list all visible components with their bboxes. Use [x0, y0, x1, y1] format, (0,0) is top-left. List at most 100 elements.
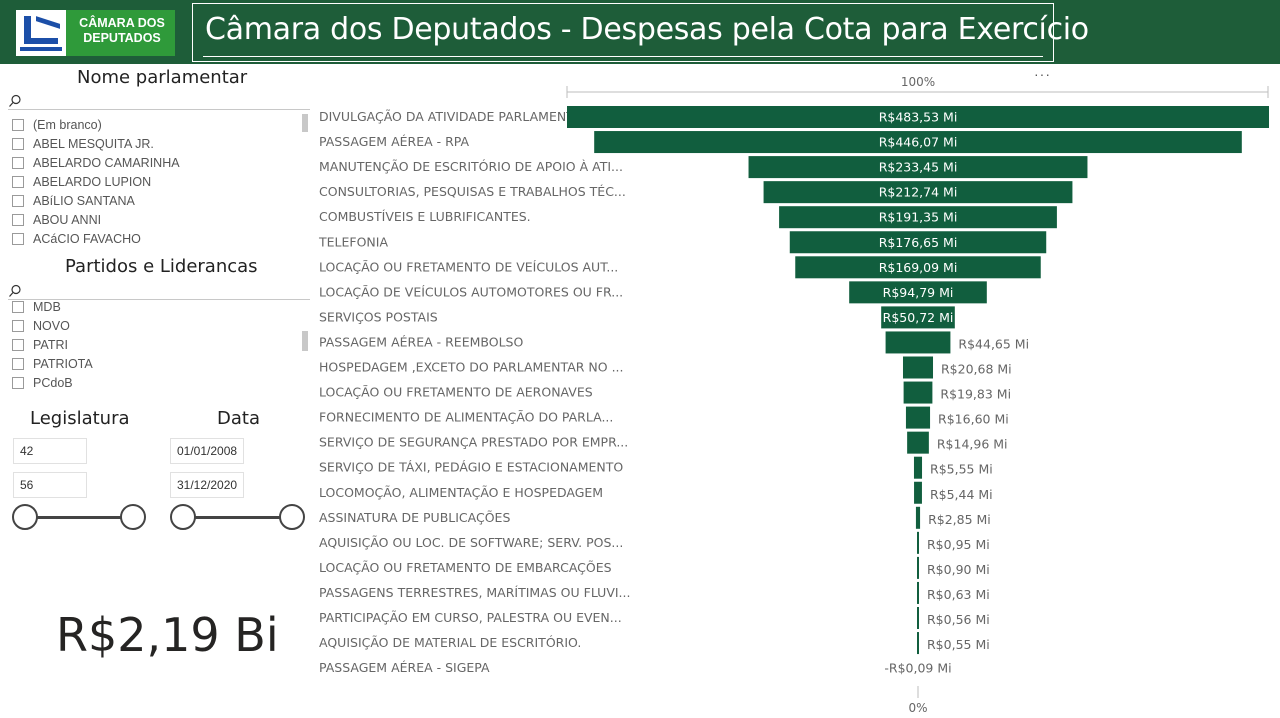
checkbox[interactable]	[12, 137, 24, 150]
checkbox[interactable]	[12, 194, 24, 207]
funnel-value-label: R$483,53 Mi	[879, 110, 958, 125]
checkbox[interactable]	[12, 175, 24, 188]
funnel-bar[interactable]	[913, 456, 923, 479]
funnel-bar[interactable]	[779, 206, 1057, 229]
funnel-bar[interactable]	[917, 531, 919, 554]
checkbox[interactable]	[12, 232, 24, 245]
slicer-parlamentar-item[interactable]: ABOU ANNI	[12, 210, 302, 229]
checkbox[interactable]	[12, 338, 24, 351]
funnel-bar[interactable]	[885, 331, 951, 354]
funnel-category-label: LOCAÇÃO OU FRETAMENTO DE EMBARCAÇÕES	[319, 560, 612, 575]
funnel-bar[interactable]	[917, 556, 919, 579]
logo-line2: DEPUTADOS	[83, 31, 161, 45]
slicer-parlamentar-item[interactable]: ABEL MESQUITA JR.	[12, 134, 302, 153]
slicer-parlamentar-scrollbar[interactable]	[302, 114, 308, 132]
slicer-partidos-item[interactable]: PATRIOTA	[12, 354, 302, 373]
slicer-parlamentar-search[interactable]	[8, 94, 310, 110]
slicer-partidos-item[interactable]: PATRI	[12, 335, 302, 354]
slicer-partidos-list: MDB NOVO PATRI PATRIOTA PCdoB	[12, 298, 302, 392]
funnel-value-label: R$0,63 Mi	[927, 587, 990, 602]
funnel-bar[interactable]	[849, 281, 987, 304]
data-end-handle[interactable]	[279, 504, 305, 530]
funnel-value-label: R$19,83 Mi	[940, 387, 1011, 402]
funnel-value-label: R$0,56 Mi	[927, 612, 990, 627]
funnel-value-label: R$446,07 Mi	[879, 135, 958, 150]
funnel-value-label: R$191,35 Mi	[879, 210, 958, 225]
funnel-category-label: LOCOMOÇÃO, ALIMENTAÇÃO E HOSPEDAGEM	[319, 485, 603, 500]
funnel-value-label: R$169,09 Mi	[879, 260, 958, 275]
legislatura-min-handle[interactable]	[12, 504, 38, 530]
legislatura-max-handle[interactable]	[120, 504, 146, 530]
checkbox[interactable]	[12, 156, 24, 169]
checkbox[interactable]	[12, 118, 24, 131]
funnel-value-label: R$20,68 Mi	[941, 362, 1012, 377]
funnel-value-label: R$50,72 Mi	[883, 310, 954, 325]
funnel-category-label: PASSAGEM AÉREA - RPA	[319, 134, 470, 149]
search-icon[interactable]	[8, 284, 22, 298]
funnel-category-label: AQUISIÇÃO DE MATERIAL DE ESCRITÓRIO.	[319, 635, 581, 650]
funnel-bar[interactable]	[902, 356, 934, 379]
funnel-bar[interactable]	[907, 431, 929, 454]
funnel-category-label: LOCAÇÃO OU FRETAMENTO DE AERONAVES	[319, 385, 593, 400]
legislatura-min-input[interactable]: 42	[13, 438, 87, 464]
more-options-icon[interactable]: ···	[1034, 66, 1051, 82]
funnel-bar[interactable]	[789, 231, 1047, 254]
slicer-partidos-item[interactable]: PCdoB	[12, 373, 302, 392]
funnel-category-label: ASSINATURA DE PUBLICAÇÕES	[319, 510, 510, 525]
slicer-partidos-scrollbar[interactable]	[302, 331, 308, 351]
data-end-input[interactable]: 31/12/2020	[170, 472, 244, 498]
funnel-bar[interactable]	[915, 506, 921, 529]
funnel-category-label: SERVIÇO DE SEGURANÇA PRESTADO POR EMPR..…	[319, 435, 628, 450]
slicer-parlamentar-item[interactable]: ACáCIO FAVACHO	[12, 229, 302, 248]
camara-logo-mark	[16, 10, 66, 56]
slicer-parlamentar-item[interactable]: ABELARDO CAMARINHA	[12, 153, 302, 172]
funnel-value-label: R$176,65 Mi	[879, 235, 958, 250]
page-scrollbar[interactable]	[1274, 64, 1280, 718]
slicer-parlamentar-title: Nome parlamentar	[77, 67, 248, 88]
funnel-bar[interactable]	[795, 256, 1041, 279]
funnel-category-label: HOSPEDAGEM ,EXCETO DO PARLAMENTAR NO ...	[319, 360, 624, 375]
funnel-bar[interactable]	[905, 406, 931, 429]
legislatura-range-track[interactable]	[26, 516, 132, 519]
data-start-handle[interactable]	[170, 504, 196, 530]
slicer-parlamentar-list: (Em branco) ABEL MESQUITA JR. ABELARDO C…	[12, 115, 302, 248]
title-underline	[203, 56, 1043, 57]
search-icon[interactable]	[8, 94, 22, 108]
data-title: Data	[217, 408, 260, 429]
slicer-partidos-item[interactable]: MDB	[12, 298, 302, 316]
camara-logo: CÂMARA DOS DEPUTADOS	[16, 10, 175, 56]
legislatura-max-input[interactable]: 56	[13, 472, 87, 498]
funnel-bar[interactable]	[917, 607, 919, 629]
data-range-track[interactable]	[184, 516, 292, 519]
total-kpi-card: R$2,19 Bi	[56, 608, 279, 662]
data-start-input[interactable]: 01/01/2008	[170, 438, 244, 464]
slicer-parlamentar-item[interactable]: (Em branco)	[12, 115, 302, 134]
checkbox[interactable]	[12, 300, 24, 313]
funnel-bar[interactable]	[567, 106, 1269, 128]
funnel-bar[interactable]	[917, 632, 919, 655]
slicer-parlamentar-item[interactable]: ABELARDO LUPION	[12, 172, 302, 191]
funnel-bar[interactable]	[914, 481, 922, 504]
slicer-partidos-search[interactable]	[8, 284, 310, 300]
funnel-value-label: -R$0,09 Mi	[884, 661, 951, 676]
page-title: Câmara dos Deputados - Despesas pela Cot…	[205, 12, 1089, 47]
funnel-bar[interactable]	[763, 181, 1073, 204]
funnel-category-label: PASSAGEM AÉREA - SIGEPA	[319, 660, 490, 675]
funnel-bar[interactable]	[917, 581, 919, 604]
funnel-bar[interactable]	[903, 381, 933, 404]
funnel-bar[interactable]	[881, 306, 955, 329]
checkbox[interactable]	[12, 213, 24, 226]
funnel-category-label: COMBUSTÍVEIS E LUBRIFICANTES.	[319, 209, 531, 224]
slicer-parlamentar-item[interactable]: ABíLIO SANTANA	[12, 191, 302, 210]
funnel-category-label: AQUISIÇÃO OU LOC. DE SOFTWARE; SERV. POS…	[319, 535, 623, 550]
funnel-value-label: R$14,96 Mi	[937, 437, 1008, 452]
checkbox[interactable]	[12, 357, 24, 370]
slicer-partidos-item[interactable]: NOVO	[12, 316, 302, 335]
funnel-value-label: R$5,55 Mi	[930, 462, 993, 477]
funnel-bar[interactable]	[594, 131, 1242, 154]
funnel-category-label: DIVULGAÇÃO DA ATIVIDADE PARLAMENTAR.	[319, 109, 594, 124]
checkbox[interactable]	[12, 319, 24, 332]
checkbox[interactable]	[12, 376, 24, 389]
funnel-bar[interactable]	[748, 156, 1088, 179]
funnel-category-label: TELEFONIA	[318, 234, 388, 249]
